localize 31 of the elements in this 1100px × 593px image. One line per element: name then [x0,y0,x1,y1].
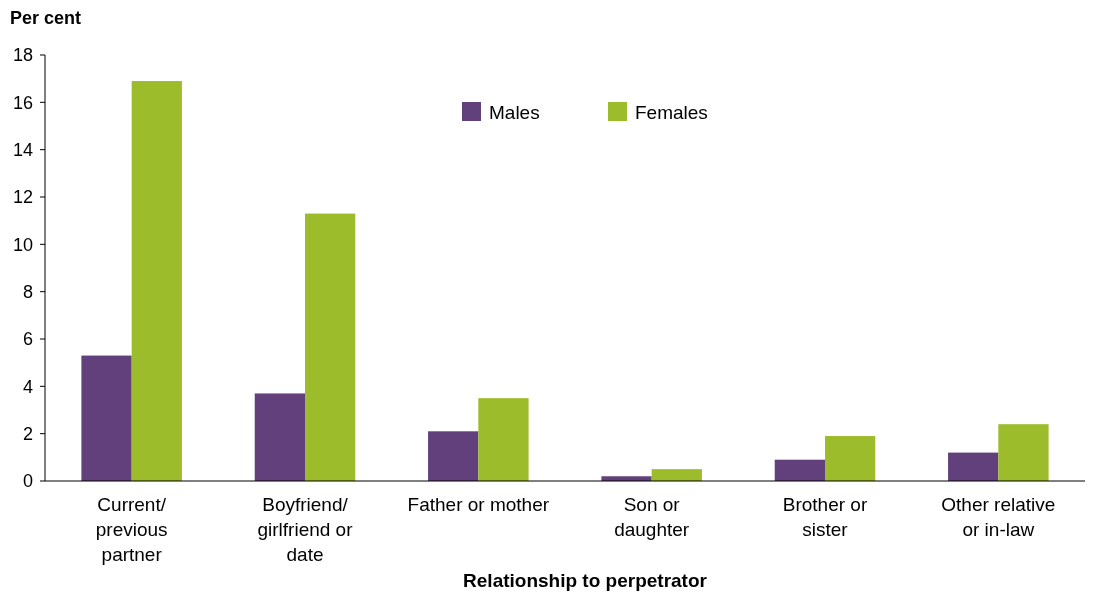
bar [81,355,132,481]
y-axis-title: Per cent [10,8,82,28]
y-tick-label: 14 [12,139,33,160]
x-tick-label: Boyfriend/ girlfriend or date [257,494,354,565]
bar [825,436,876,481]
bar [478,398,529,481]
y-tick-label: 18 [12,45,33,66]
bar [428,431,479,481]
legend-label: Males [489,101,540,123]
y-tick-label: 16 [12,92,33,113]
y-tick-label: 6 [22,329,33,350]
bar [998,424,1049,481]
y-tick-label: 8 [22,281,33,302]
y-tick-label: 12 [12,187,33,208]
bar [305,213,356,481]
bar [948,452,999,481]
y-tick-label: 10 [12,234,33,255]
x-tick-label: Other relative or in-law [941,494,1056,540]
bar [254,393,305,481]
x-tick-label: Son or daughter [614,494,690,540]
x-tick-label: Father or mother [407,494,550,515]
x-tick-label: Brother or sister [782,494,868,540]
bar [774,459,825,481]
y-tick-label: 4 [22,376,33,397]
legend-label: Females [635,101,708,123]
x-tick-label: Current/ previous partner [95,494,168,565]
y-tick-label: 0 [22,471,33,492]
y-tick-label: 2 [22,423,33,444]
x-axis-title: Relationship to perpetrator [463,570,708,591]
bar [651,469,702,481]
bar [131,81,182,481]
